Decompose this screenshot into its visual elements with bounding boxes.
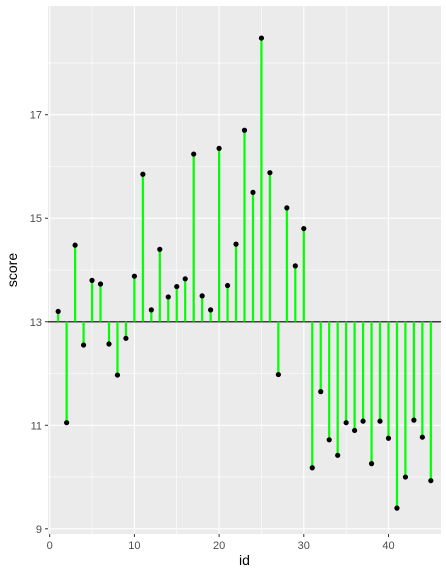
point-6 bbox=[98, 281, 103, 286]
point-16 bbox=[183, 276, 188, 281]
point-23 bbox=[242, 128, 247, 133]
point-9 bbox=[123, 336, 128, 341]
x-axis-title: id bbox=[239, 552, 250, 568]
point-15 bbox=[174, 284, 179, 289]
point-40 bbox=[386, 436, 391, 441]
y-tick-label: 15 bbox=[30, 213, 42, 225]
point-24 bbox=[250, 190, 255, 195]
point-41 bbox=[394, 506, 399, 511]
point-22 bbox=[233, 242, 238, 247]
y-axis-title: score bbox=[4, 253, 20, 287]
point-44 bbox=[420, 435, 425, 440]
point-13 bbox=[157, 247, 162, 252]
point-14 bbox=[166, 294, 171, 299]
point-42 bbox=[403, 474, 408, 479]
point-2 bbox=[64, 420, 69, 425]
point-25 bbox=[259, 35, 264, 40]
point-19 bbox=[208, 307, 213, 312]
x-tick-label: 0 bbox=[47, 540, 53, 552]
point-11 bbox=[140, 172, 145, 177]
point-3 bbox=[73, 243, 78, 248]
x-tick-label: 30 bbox=[298, 540, 310, 552]
point-45 bbox=[428, 478, 433, 483]
point-30 bbox=[301, 226, 306, 231]
point-5 bbox=[89, 278, 94, 283]
x-tick-label: 10 bbox=[128, 540, 140, 552]
point-8 bbox=[115, 372, 120, 377]
point-39 bbox=[377, 419, 382, 424]
y-tick-label: 11 bbox=[31, 420, 42, 432]
point-18 bbox=[200, 293, 205, 298]
point-17 bbox=[191, 151, 196, 156]
point-4 bbox=[81, 342, 86, 347]
point-31 bbox=[310, 465, 315, 470]
point-21 bbox=[225, 283, 230, 288]
point-37 bbox=[360, 419, 365, 424]
point-36 bbox=[352, 428, 357, 433]
point-35 bbox=[344, 420, 349, 425]
point-12 bbox=[149, 307, 154, 312]
point-33 bbox=[327, 437, 332, 442]
point-1 bbox=[56, 309, 61, 314]
point-29 bbox=[293, 263, 298, 268]
y-tick-label: 9 bbox=[36, 524, 42, 536]
x-axis-ticks: 0 10 20 30 40 bbox=[47, 534, 395, 552]
point-27 bbox=[276, 372, 281, 377]
point-32 bbox=[318, 389, 323, 394]
x-tick-label: 40 bbox=[382, 540, 394, 552]
point-7 bbox=[106, 341, 111, 346]
point-38 bbox=[369, 461, 374, 466]
point-43 bbox=[411, 418, 416, 423]
point-10 bbox=[132, 274, 137, 279]
point-34 bbox=[335, 453, 340, 458]
x-tick-label: 20 bbox=[213, 540, 225, 552]
point-26 bbox=[267, 170, 272, 175]
point-20 bbox=[216, 146, 221, 151]
y-tick-label: 13 bbox=[30, 317, 42, 329]
y-axis-ticks: 9 11 13 15 17 bbox=[30, 110, 48, 536]
point-28 bbox=[284, 205, 289, 210]
y-tick-label: 17 bbox=[30, 110, 42, 122]
